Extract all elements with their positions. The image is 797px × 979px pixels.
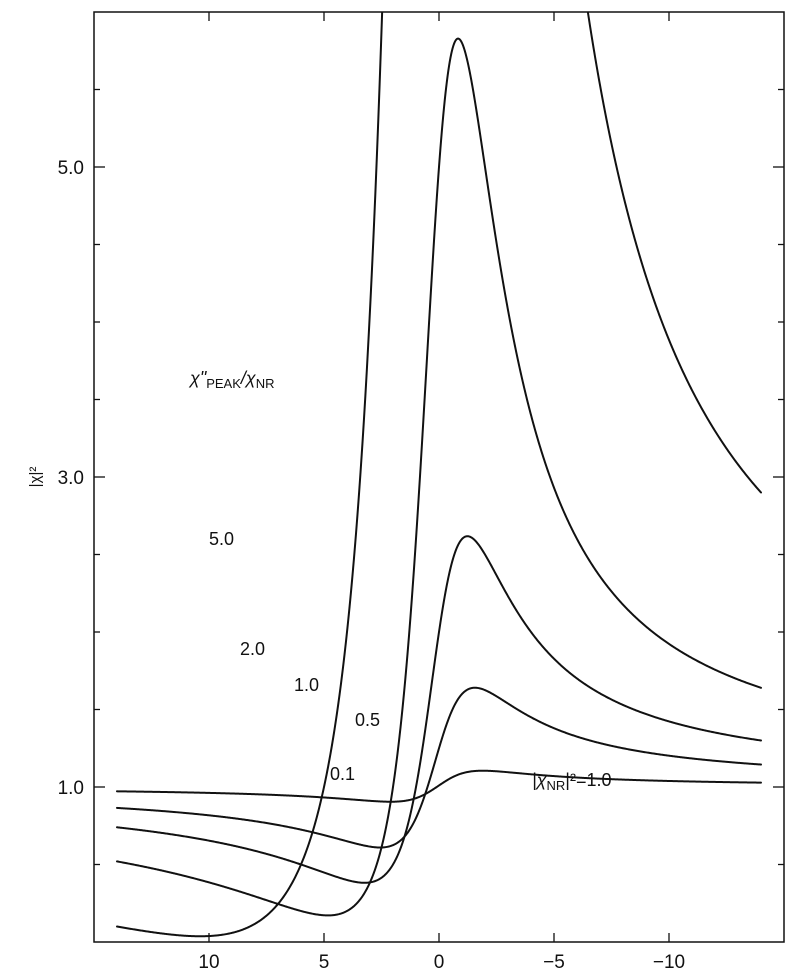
x-tick-label: 10 — [198, 952, 219, 973]
series-line-1.0 — [116, 535, 762, 884]
x-tick-label: 0 — [434, 952, 445, 973]
x-tick-label: −5 — [543, 952, 565, 973]
series-label-0.1: 0.1 — [330, 764, 355, 784]
x-tick-label: −10 — [653, 952, 685, 973]
x-axis: 10 5 0 −5 −10 — [198, 12, 685, 973]
y-axis: 1.0 3.0 5.0 — [58, 88, 784, 866]
annotations: 0.1 0.5 1.0 2.0 5.0 χ"PEAK/χNR |χNR|²=1.0 — [188, 368, 612, 793]
plot-frame — [93, 11, 785, 943]
series-label-5.0: 5.0 — [209, 529, 234, 549]
series-line-2.0 — [116, 37, 762, 917]
series-label-1.0: 1.0 — [294, 675, 319, 695]
x-tick-label: 5 — [319, 952, 330, 973]
series-label-2.0: 2.0 — [240, 639, 265, 659]
series-label-0.5: 0.5 — [355, 710, 380, 730]
y-tick-label: 1.0 — [58, 778, 84, 799]
curves — [116, 12, 762, 938]
y-axis-label: |χ|² — [27, 467, 44, 488]
series-line-5.0 — [116, 12, 762, 938]
y-tick-label: 5.0 — [58, 158, 84, 179]
series-line-0.5 — [116, 686, 762, 849]
y-tick-label: 3.0 — [58, 468, 84, 489]
series-line-0.1 — [116, 769, 762, 803]
nr-label: |χNR|²=1.0 — [532, 770, 612, 793]
legend-title: χ"PEAK/χNR — [188, 368, 275, 391]
